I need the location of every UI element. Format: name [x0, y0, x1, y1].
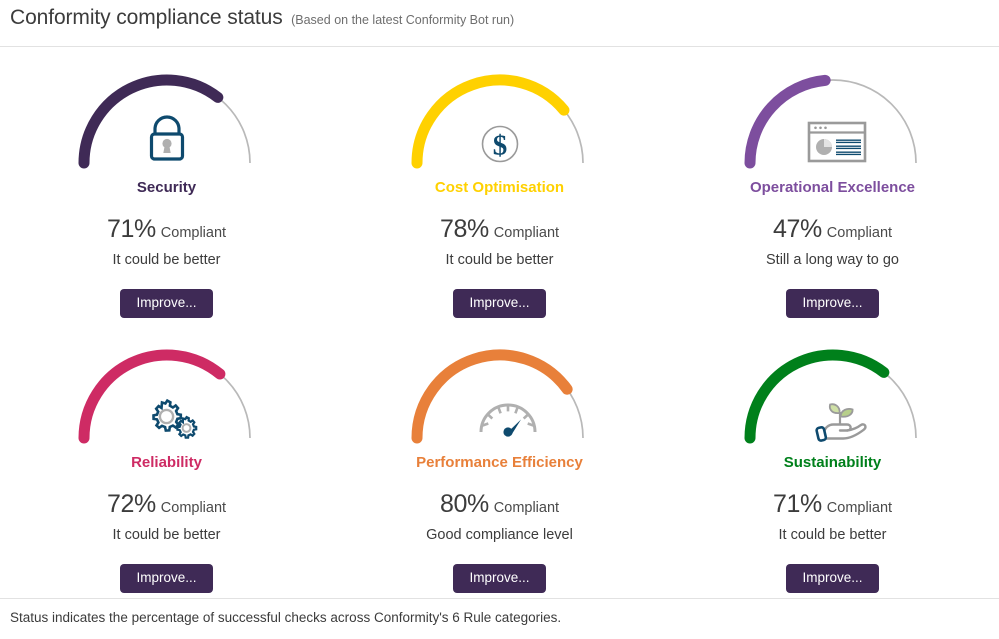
category-title: Sustainability	[783, 454, 882, 471]
status-message: It could be better	[778, 527, 887, 543]
percent-value: 78%	[439, 215, 489, 243]
gears-icon	[135, 382, 199, 442]
page-title: Conformity compliance status	[10, 6, 283, 29]
improve-button[interactable]: Improve...	[120, 289, 213, 318]
lock-icon	[135, 107, 199, 167]
gauge-cost-optimisation: $	[400, 51, 600, 169]
gauge-sustainability	[733, 326, 933, 444]
compliance-percentage: 80% Compliant	[440, 490, 559, 519]
compliance-percentage: 71% Compliant	[773, 490, 892, 519]
improve-button[interactable]: Improve...	[786, 564, 879, 593]
compliant-label: Compliant	[493, 225, 560, 241]
status-message: It could be better	[112, 252, 221, 268]
category-title: Cost Optimisation	[434, 179, 565, 196]
status-message: Good compliance level	[426, 527, 573, 543]
compliance-card: Security 71% Compliant It could be bette…	[0, 51, 333, 326]
page-header: Conformity compliance status (Based on t…	[0, 0, 999, 47]
compliant-label: Compliant	[826, 500, 893, 516]
speedometer-icon	[468, 382, 536, 442]
improve-button[interactable]: Improve...	[786, 289, 879, 318]
compliance-percentage: 71% Compliant	[107, 215, 226, 244]
category-title: Performance Efficiency	[416, 454, 583, 471]
gauge-reliability	[67, 326, 267, 444]
hand-sprout-icon	[801, 382, 867, 442]
compliant-label: Compliant	[160, 225, 227, 241]
svg-text:$: $	[492, 130, 507, 162]
percent-value: 72%	[106, 490, 156, 518]
compliance-card: Reliability 72% Compliant It could be be…	[0, 326, 333, 601]
status-message: Still a long way to go	[766, 252, 899, 268]
compliance-percentage: 78% Compliant	[440, 215, 559, 244]
status-message: It could be better	[112, 527, 221, 543]
percent-value: 71%	[772, 490, 822, 518]
compliance-percentage: 72% Compliant	[107, 490, 226, 519]
compliance-card: $ Cost Optimisation 78% Compliant It cou…	[333, 51, 666, 326]
compliance-percentage: 47% Compliant	[773, 215, 892, 244]
compliance-card-grid: Security 71% Compliant It could be bette…	[0, 47, 999, 601]
gauge-operational-excellence	[733, 51, 933, 169]
footer-note: Status indicates the percentage of succe…	[0, 598, 999, 639]
compliant-label: Compliant	[160, 500, 227, 516]
compliance-card: Operational Excellence 47% Compliant Sti…	[666, 51, 999, 326]
category-title: Security	[136, 179, 197, 196]
compliant-label: Compliant	[493, 500, 560, 516]
improve-button[interactable]: Improve...	[453, 289, 546, 318]
percent-value: 80%	[439, 490, 489, 518]
status-message: It could be better	[445, 252, 554, 268]
percent-value: 71%	[106, 215, 156, 243]
gauge-performance-efficiency	[400, 326, 600, 444]
dashboard-window-icon	[801, 107, 866, 167]
improve-button[interactable]: Improve...	[453, 564, 546, 593]
page-subtitle: (Based on the latest Conformity Bot run)	[291, 13, 515, 27]
improve-button[interactable]: Improve...	[120, 564, 213, 593]
compliant-label: Compliant	[826, 225, 893, 241]
compliance-card: Sustainability 71% Compliant It could be…	[666, 326, 999, 601]
dollar-coin-icon: $	[468, 107, 532, 167]
category-title: Reliability	[131, 454, 202, 471]
gauge-security	[67, 51, 267, 169]
footer-note-text: Status indicates the percentage of succe…	[10, 610, 562, 625]
percent-value: 47%	[772, 215, 822, 243]
category-title: Operational Excellence	[749, 179, 916, 196]
compliance-card: Performance Efficiency 80% Compliant Goo…	[333, 326, 666, 601]
